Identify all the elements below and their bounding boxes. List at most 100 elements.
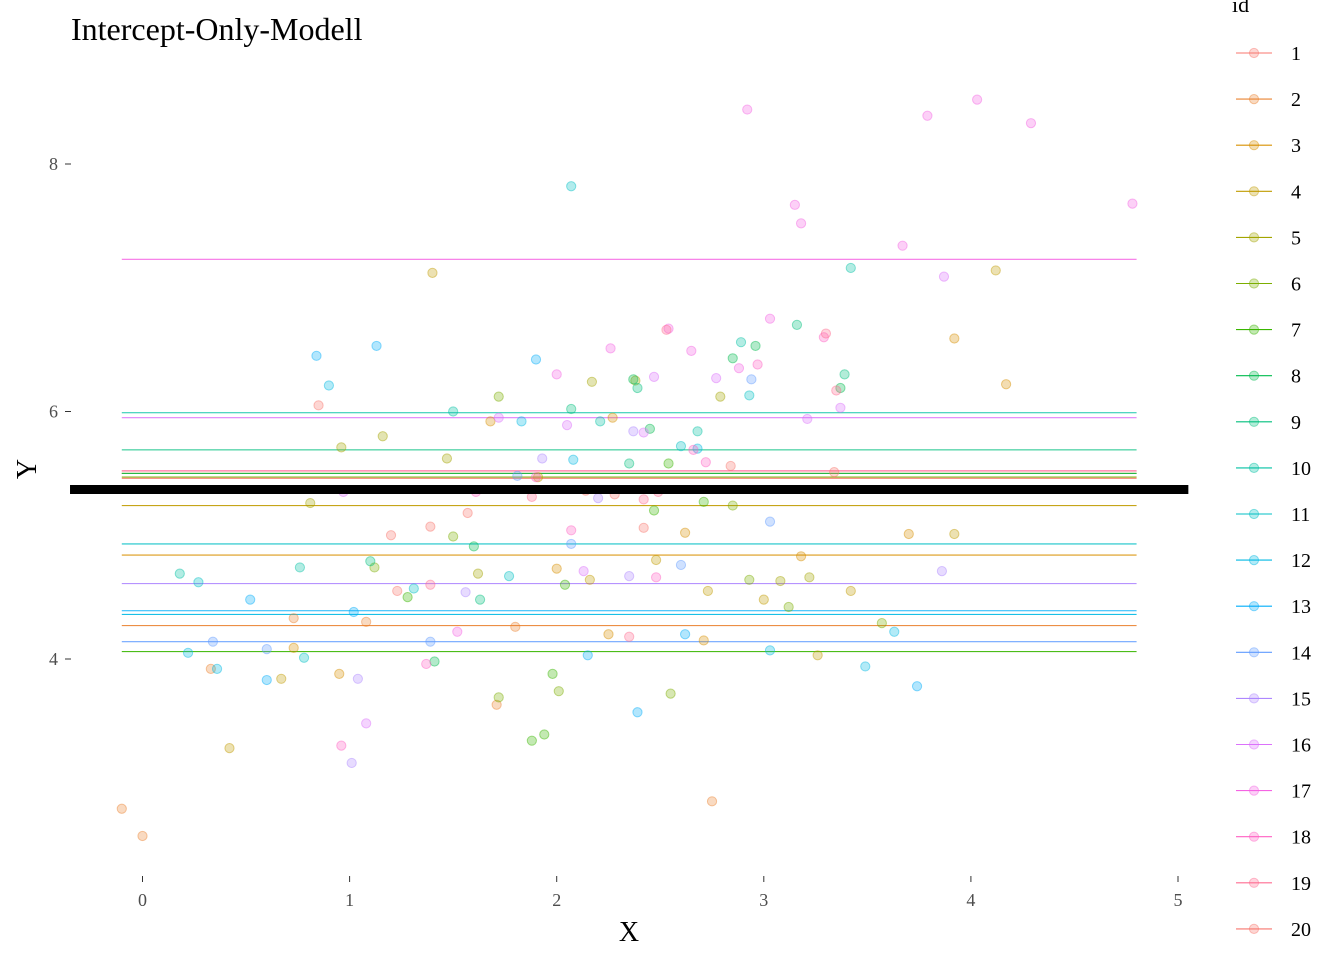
point-20-4 — [725, 460, 736, 472]
point-4-11 — [702, 585, 713, 597]
point-15-4 — [537, 453, 548, 464]
point-14-6 — [675, 559, 687, 571]
point-2-2 — [137, 830, 148, 842]
point-6-6 — [727, 500, 738, 511]
legend-item-6: 6 — [1236, 274, 1301, 296]
point-17-5 — [686, 345, 697, 356]
legend-label: 7 — [1291, 320, 1301, 342]
point-10-3 — [448, 406, 459, 417]
point-3-7 — [698, 635, 709, 646]
point-8-1 — [429, 656, 440, 667]
legend-key-point — [1248, 739, 1260, 750]
point-11-1 — [193, 577, 204, 588]
legend-item-11: 11 — [1236, 504, 1310, 526]
point-6-5 — [665, 688, 676, 699]
legend-key-point — [1248, 140, 1260, 151]
legend-label: 19 — [1291, 873, 1311, 895]
point-15-5 — [624, 570, 635, 582]
point-17-9 — [922, 110, 933, 121]
point-15-3 — [460, 587, 471, 598]
point-17-14 — [764, 313, 776, 324]
point-16-9 — [835, 402, 846, 413]
legend-item-13: 13 — [1236, 596, 1311, 618]
point-7-3 — [539, 729, 550, 740]
point-16-7 — [648, 371, 660, 382]
point-14-7 — [746, 374, 757, 385]
legend-label: 11 — [1291, 504, 1310, 526]
point-14-5 — [566, 538, 577, 550]
point-16-4 — [561, 420, 573, 431]
point-19-7 — [661, 324, 672, 335]
point-6-7 — [744, 574, 755, 585]
point-17-7 — [789, 199, 800, 210]
point-15-1 — [346, 757, 357, 769]
point-7-5 — [559, 579, 571, 590]
legend-label: 10 — [1291, 458, 1311, 480]
point-16-3 — [493, 412, 504, 423]
point-13-10 — [911, 681, 923, 692]
legend-key-point — [1248, 232, 1260, 243]
point-17-15 — [733, 363, 745, 374]
point-19-6 — [820, 328, 832, 339]
point-4-1 — [224, 743, 235, 754]
point-15-2 — [352, 673, 363, 684]
point-4-6 — [758, 594, 769, 605]
legend-item-3: 3 — [1236, 135, 1301, 157]
point-12-5 — [568, 454, 579, 465]
point-2-6 — [491, 699, 502, 710]
point-3-4 — [551, 563, 562, 574]
legend-item-7: 7 — [1236, 320, 1301, 342]
point-17-10 — [972, 94, 983, 105]
point-17-1 — [452, 626, 463, 637]
point-20-5 — [829, 467, 840, 478]
point-18-2 — [421, 658, 432, 670]
point-5-7 — [586, 376, 598, 387]
legend-label: 14 — [1291, 642, 1311, 664]
point-18-1 — [336, 740, 347, 751]
legend-key-point — [1248, 370, 1260, 381]
legend-key-point — [1248, 647, 1260, 658]
chart-title: Intercept-Only-Modell — [71, 11, 363, 47]
point-12-9 — [860, 661, 871, 672]
point-4-12 — [651, 554, 662, 566]
legend-key-point — [1248, 94, 1260, 105]
point-5-2 — [336, 442, 347, 453]
point-3-12 — [607, 412, 618, 423]
point-14-8 — [764, 516, 776, 527]
point-3-1 — [288, 642, 299, 653]
point-13-5 — [371, 340, 382, 352]
legend-key-point — [1248, 416, 1260, 427]
y-tick-label-8: 8 — [49, 154, 58, 174]
point-8-7 — [644, 423, 655, 434]
point-5-6 — [630, 375, 641, 386]
legend-label: 2 — [1291, 89, 1301, 111]
point-1-1 — [313, 400, 324, 411]
point-2-4 — [288, 613, 299, 624]
point-15-7 — [936, 566, 948, 577]
point-2-5 — [361, 616, 372, 627]
point-11-6 — [675, 441, 687, 452]
point-9-1 — [365, 556, 376, 567]
y-tick-label-4: 4 — [49, 649, 58, 669]
point-7-8 — [698, 496, 709, 507]
point-4-10 — [949, 528, 960, 540]
point-5-10 — [804, 572, 815, 583]
point-10-5 — [692, 426, 703, 437]
point-4-5 — [584, 574, 595, 585]
point-16-5 — [578, 566, 589, 577]
legend-item-8: 8 — [1236, 366, 1301, 388]
legend-key-point — [1248, 324, 1260, 335]
x-axis-title: X — [619, 917, 639, 948]
legend-key-point — [1248, 186, 1260, 197]
point-8-5 — [750, 340, 761, 352]
point-7-4 — [547, 668, 558, 679]
x-tick-label-0: 0 — [138, 890, 147, 910]
point-6-2 — [448, 531, 459, 542]
point-2-8 — [706, 796, 718, 807]
point-12-6 — [692, 443, 703, 454]
point-19-1 — [425, 579, 436, 590]
point-8-4 — [727, 353, 738, 364]
point-10-2 — [294, 562, 305, 573]
legend-label: 20 — [1291, 919, 1311, 941]
